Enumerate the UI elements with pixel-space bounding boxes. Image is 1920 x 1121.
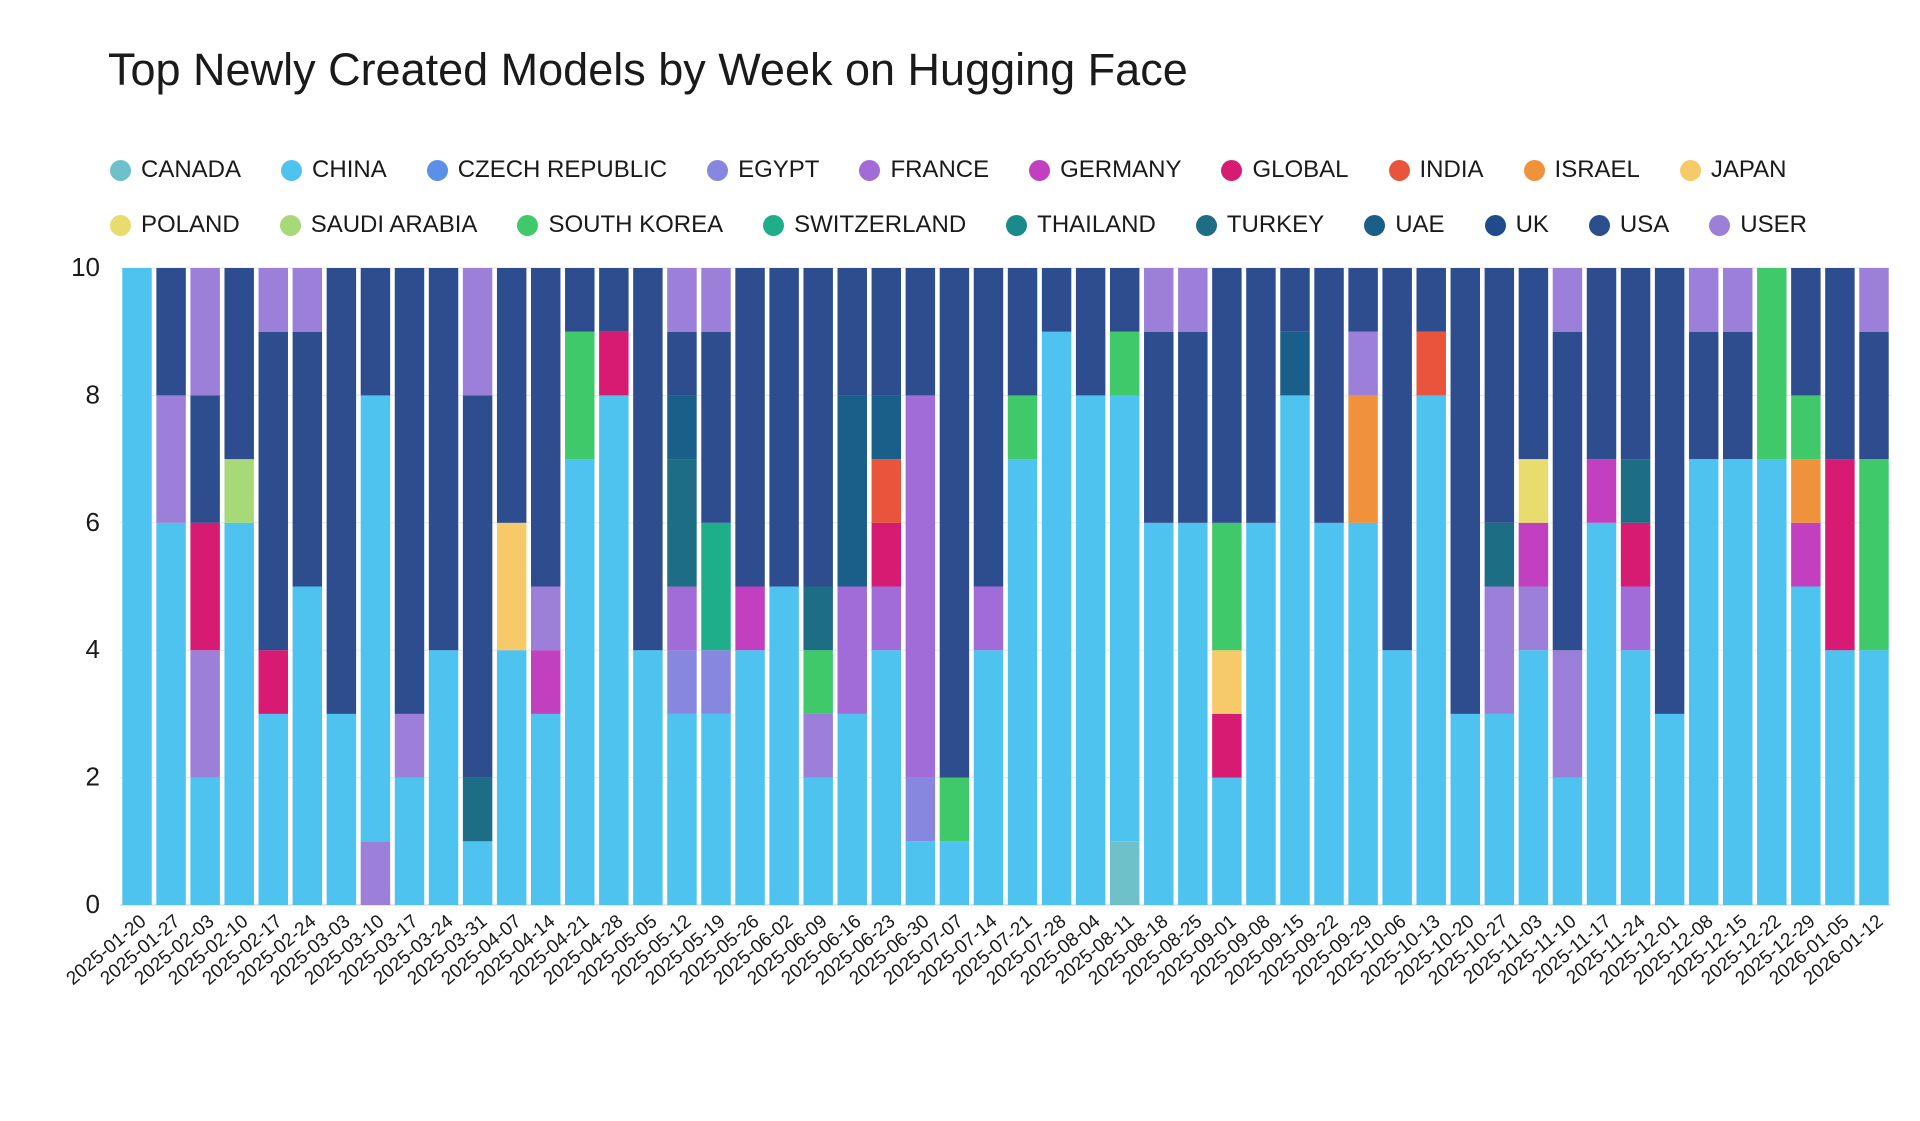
svg-text:0: 0	[86, 889, 100, 919]
svg-text:2: 2	[86, 762, 100, 792]
svg-text:6: 6	[86, 507, 100, 537]
svg-text:4: 4	[86, 634, 100, 664]
svg-text:10: 10	[71, 252, 100, 282]
svg-text:8: 8	[86, 379, 100, 409]
